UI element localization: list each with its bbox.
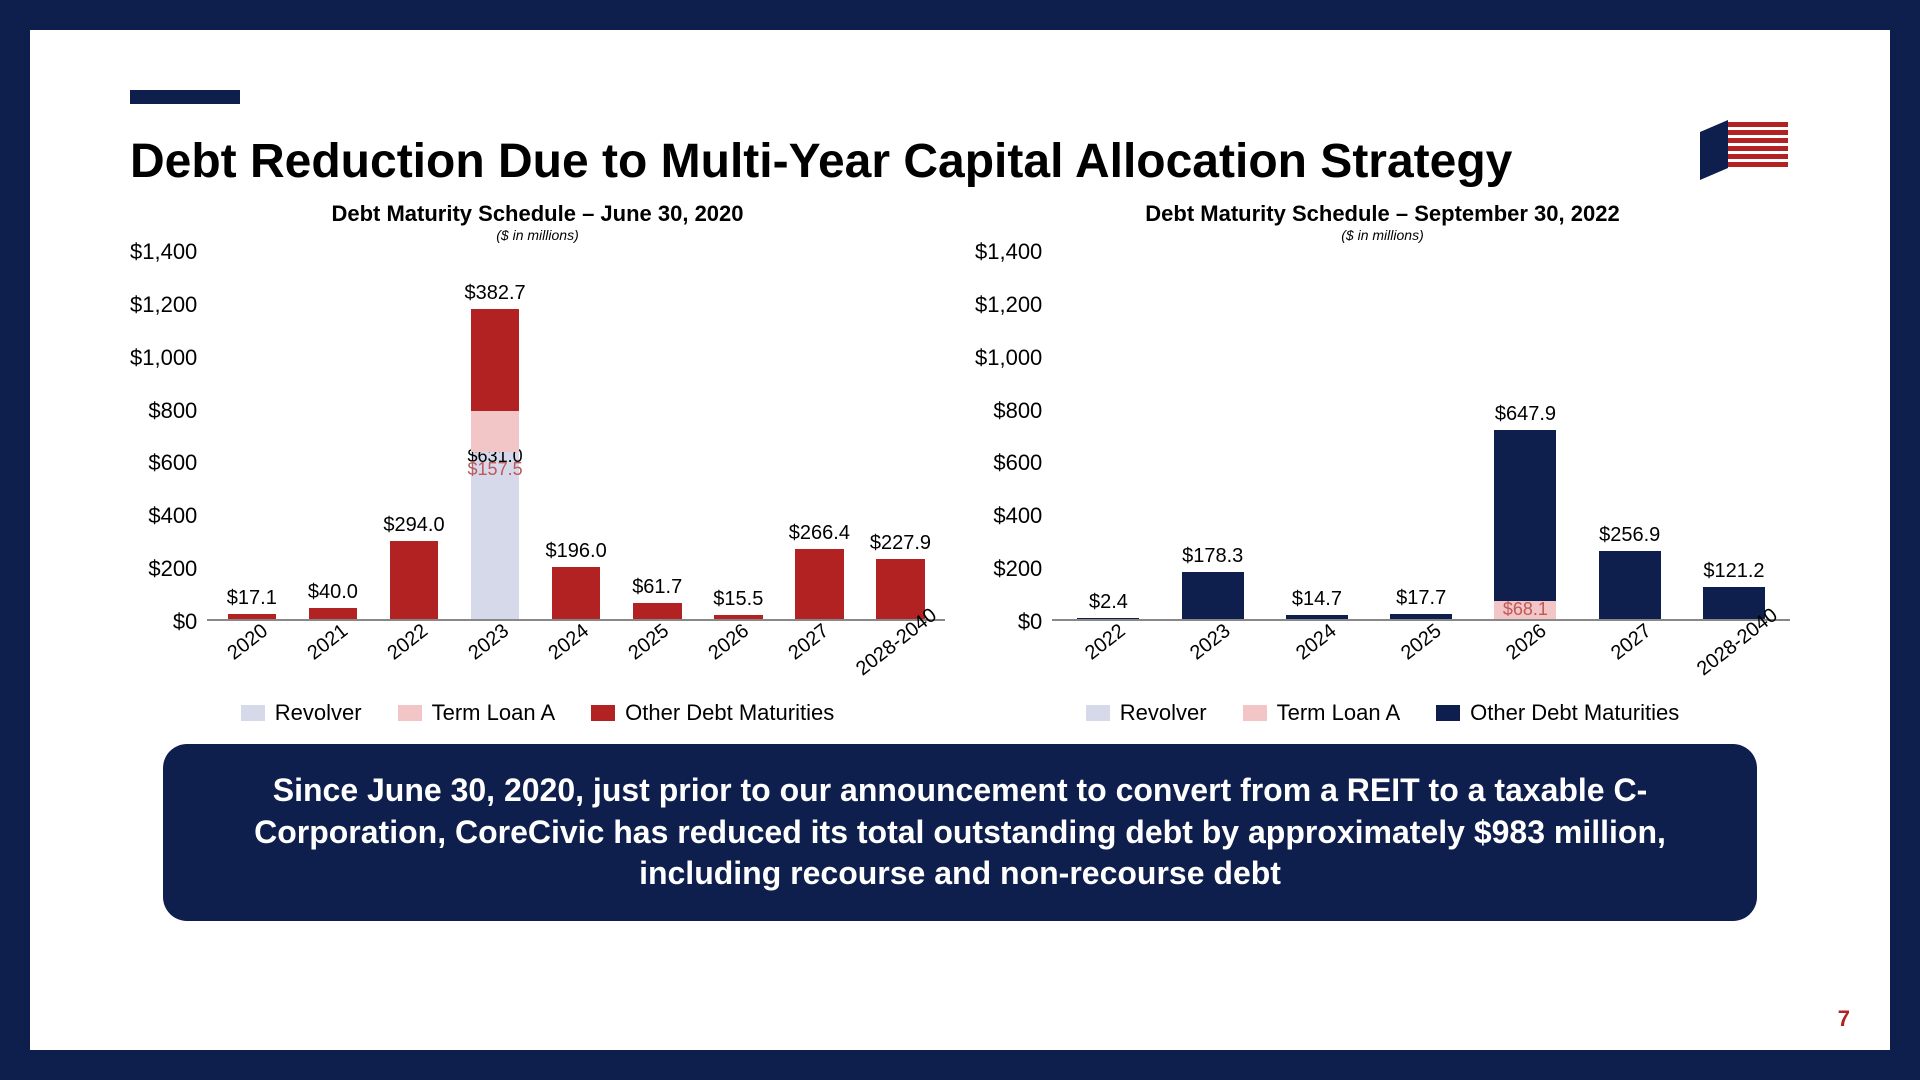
- bar-top-label: $266.4: [789, 522, 850, 545]
- callout-banner: Since June 30, 2020, just prior to our a…: [163, 744, 1757, 921]
- chart-subtitle: ($ in millions): [496, 227, 578, 243]
- page-title: Debt Reduction Due to Multi-Year Capital…: [130, 134, 1790, 189]
- bar-group: $17.1: [211, 251, 292, 619]
- bar-segment-other: [390, 541, 439, 619]
- legend-label: Term Loan A: [432, 700, 556, 726]
- bar-group: $15.5: [698, 251, 779, 619]
- page-number: 7: [1838, 1006, 1850, 1032]
- legend-swatch-icon: [1436, 705, 1460, 721]
- chart-legend: Revolver Term Loan A Other Debt Maturities: [241, 700, 834, 726]
- bar-group: $2.4: [1056, 251, 1160, 619]
- bar-group: $14.7: [1265, 251, 1369, 619]
- slide: Debt Reduction Due to Multi-Year Capital…: [30, 30, 1890, 1050]
- legend-swatch-icon: [241, 705, 265, 721]
- legend-item: Other Debt Maturities: [591, 700, 834, 726]
- bar-group: $256.9: [1578, 251, 1682, 619]
- bar-top-label: $17.7: [1396, 587, 1446, 610]
- bar-group: $647.9$68.1: [1473, 251, 1577, 619]
- chart-legend: Revolver Term Loan A Other Debt Maturities: [1086, 700, 1679, 726]
- bar-top-label: $121.2: [1703, 560, 1764, 583]
- chart-title: Debt Maturity Schedule – September 30, 2…: [1145, 201, 1619, 227]
- bar-top-label: $2.4: [1089, 591, 1128, 614]
- bar-top-label: $196.0: [546, 540, 607, 563]
- bar-stack: $266.4: [795, 549, 844, 619]
- plot-area: $17.1 $40.0 $294.0 $382.7$631.0$157.5 $196.0…: [207, 251, 945, 621]
- bar-top-label: $227.9: [870, 532, 931, 555]
- bar-segment-label: $157.5: [459, 459, 532, 480]
- legend-label: Term Loan A: [1277, 700, 1401, 726]
- bar-top-label: $40.0: [308, 581, 358, 604]
- legend-label: Revolver: [1120, 700, 1207, 726]
- chart-right: Debt Maturity Schedule – September 30, 2…: [975, 201, 1790, 726]
- bar-top-label: $256.9: [1599, 524, 1660, 547]
- bar-stack: $382.7$631.0$157.5: [471, 309, 520, 619]
- y-axis: $1,400$1,200$1,000$800$600$400$200$0: [975, 251, 1052, 621]
- title-accent-bar: [130, 90, 240, 104]
- bar-segment-other: [1494, 430, 1556, 601]
- bar-group: $178.3: [1161, 251, 1265, 619]
- chart-title: Debt Maturity Schedule – June 30, 2020: [331, 201, 743, 227]
- bar-segment-other: [795, 549, 844, 619]
- bar-top-label: $61.7: [632, 576, 682, 599]
- bar-stack: $227.9: [876, 559, 925, 619]
- bar-group: $61.7: [617, 251, 698, 619]
- x-axis: 202020212022202320242025202620272028-204…: [130, 631, 945, 654]
- bar-group: $40.0: [292, 251, 373, 619]
- bar-segment-other: [1599, 551, 1661, 619]
- bar-top-label: $294.0: [383, 514, 444, 537]
- bar-group: $17.7: [1369, 251, 1473, 619]
- legend-label: Other Debt Maturities: [1470, 700, 1679, 726]
- legend-swatch-icon: [591, 705, 615, 721]
- bar-top-label: $382.7: [464, 282, 525, 305]
- bar-group: $382.7$631.0$157.5: [455, 251, 536, 619]
- legend-item: Other Debt Maturities: [1436, 700, 1679, 726]
- bar-segment-term_loan_a: $157.5: [471, 411, 520, 453]
- bar-stack: $256.9: [1599, 551, 1661, 619]
- bar-top-label: $14.7: [1292, 588, 1342, 611]
- plot-outer: $1,400$1,200$1,000$800$600$400$200$0$17.…: [130, 251, 945, 621]
- plot-outer: $1,400$1,200$1,000$800$600$400$200$0$2.4…: [975, 251, 1790, 621]
- legend-swatch-icon: [398, 705, 422, 721]
- bar-top-label: $178.3: [1182, 545, 1243, 568]
- x-axis: 2022202320242025202620272028-2040: [975, 631, 1790, 654]
- legend-item: Revolver: [241, 700, 362, 726]
- bar-group: $266.4: [779, 251, 860, 619]
- bar-segment-other: [876, 559, 925, 619]
- legend-item: Term Loan A: [1243, 700, 1401, 726]
- bar-top-label: $647.9: [1495, 403, 1556, 426]
- bar-group: $227.9: [860, 251, 941, 619]
- plot-area: $2.4 $178.3 $14.7 $17.7 $647.9$68.1 $256.9 $12…: [1052, 251, 1790, 621]
- chart-left: Debt Maturity Schedule – June 30, 2020($…: [130, 201, 945, 726]
- y-axis: $1,400$1,200$1,000$800$600$400$200$0: [130, 251, 207, 621]
- legend-swatch-icon: [1243, 705, 1267, 721]
- legend-swatch-icon: [1086, 705, 1110, 721]
- charts-row: Debt Maturity Schedule – June 30, 2020($…: [130, 201, 1790, 726]
- bar-group: $121.2: [1682, 251, 1786, 619]
- legend-item: Revolver: [1086, 700, 1207, 726]
- bar-top-label: $15.5: [713, 588, 763, 611]
- legend-label: Other Debt Maturities: [625, 700, 834, 726]
- bar-top-label: $17.1: [227, 587, 277, 610]
- bar-segment-other: [471, 309, 520, 410]
- legend-item: Term Loan A: [398, 700, 556, 726]
- bar-group: $294.0: [373, 251, 454, 619]
- bar-stack: $647.9$68.1: [1494, 430, 1556, 619]
- bar-group: $196.0: [536, 251, 617, 619]
- company-logo-icon: [1700, 120, 1790, 180]
- bar-stack: $294.0: [390, 541, 439, 619]
- chart-subtitle: ($ in millions): [1341, 227, 1423, 243]
- legend-label: Revolver: [275, 700, 362, 726]
